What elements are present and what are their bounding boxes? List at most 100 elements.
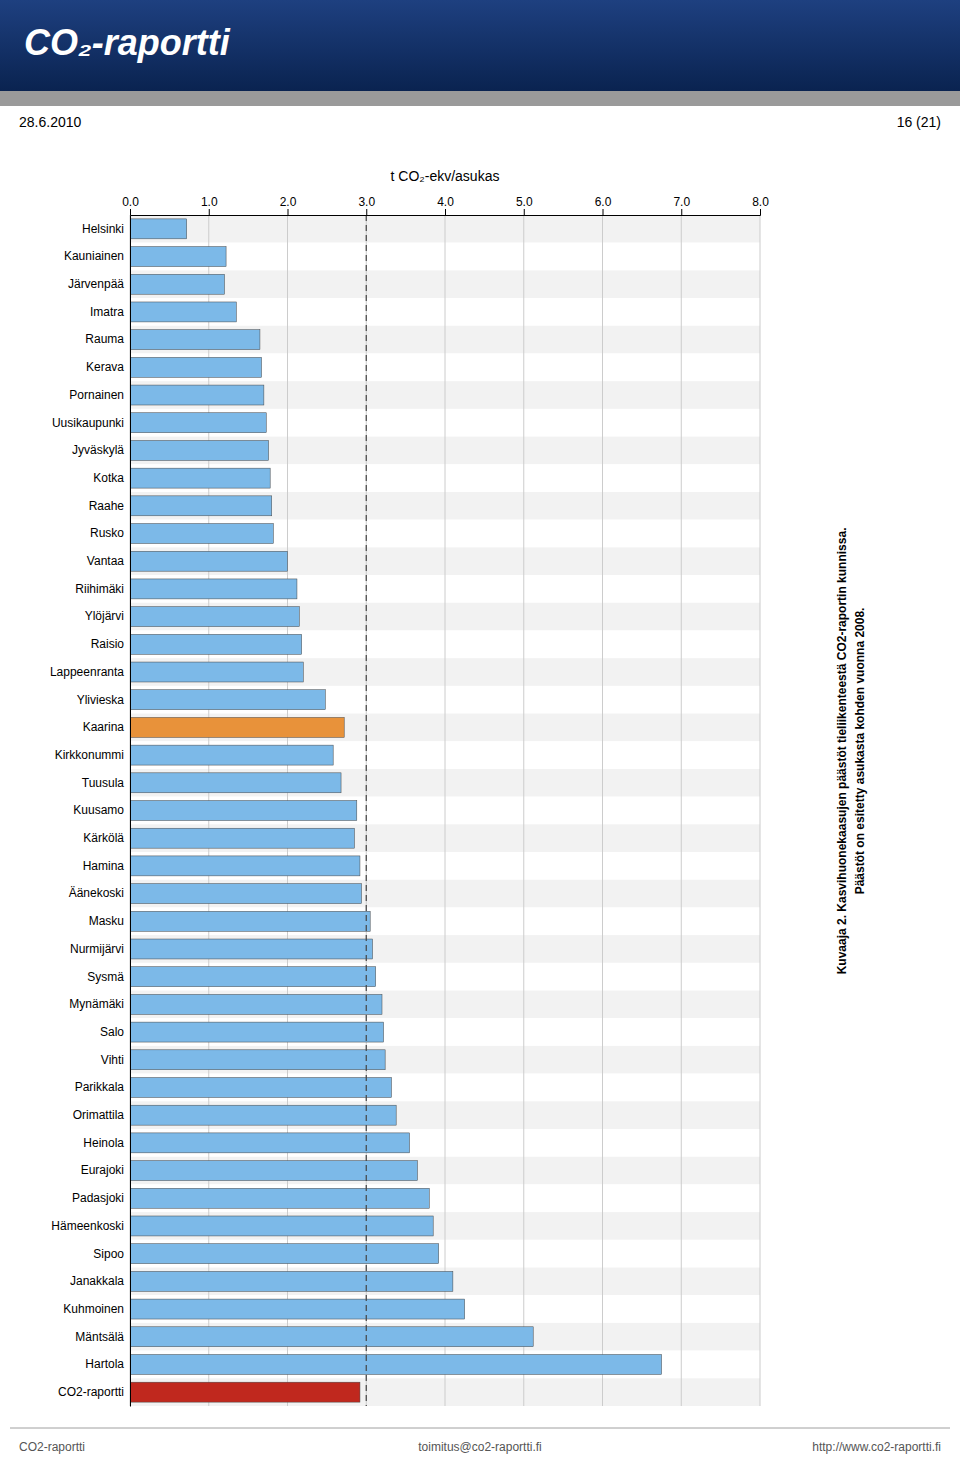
- y-tick-label: Nurmijärvi: [70, 942, 124, 956]
- y-tick: Nurmijärvi: [70, 942, 130, 956]
- reference-line: [366, 215, 367, 1406]
- y-tick: Orimattila: [73, 1108, 130, 1122]
- y-tick: Vihti: [101, 1053, 130, 1067]
- bar: [130, 1271, 453, 1291]
- date-text: 28.6.2010: [19, 114, 81, 130]
- grid-line: [366, 215, 367, 1406]
- x-tick-mark: [603, 209, 604, 215]
- bar: [130, 413, 266, 433]
- y-tick-label: Ylöjärvi: [85, 609, 124, 623]
- bar: [130, 1244, 439, 1264]
- y-tick-label: Jyväskylä: [72, 443, 124, 457]
- y-tick: Tuusula: [82, 776, 130, 790]
- y-tick-label: Vihti: [101, 1053, 124, 1067]
- footer-right: http://www.co2-raportti.fi: [812, 1440, 941, 1454]
- x-tick-label: 5.0: [516, 195, 533, 209]
- bar: [130, 330, 260, 350]
- bar: [130, 440, 269, 460]
- bar: [130, 1078, 391, 1098]
- row-band: [130, 1351, 760, 1379]
- plot: 0.01.02.03.04.05.06.07.08.0t CO₂-ekv/asu…: [50, 168, 769, 1407]
- footer-center: toimitus@co2-raportti.fi: [418, 1440, 542, 1454]
- bar: [130, 274, 225, 294]
- bar: [130, 219, 187, 239]
- bar: [130, 1299, 465, 1319]
- y-tick: Raisio: [91, 637, 130, 651]
- row-band: [130, 1295, 760, 1323]
- y-tick-label: Eurajoki: [81, 1163, 124, 1177]
- y-tick: Riihimäki: [75, 582, 130, 596]
- bar: [130, 302, 236, 322]
- caption: Kuvaaja 2. Kasvihuonekaasujen päästöt ti…: [835, 528, 867, 975]
- y-tick: Vantaa: [87, 554, 130, 568]
- bar: [130, 385, 264, 405]
- x-axis: 0.01.02.03.04.05.06.07.08.0: [122, 195, 769, 216]
- y-tick: Kerava: [86, 360, 130, 374]
- y-tick-label: Kärkölä: [83, 831, 124, 845]
- bar: [130, 1133, 410, 1153]
- x-tick-mark: [130, 209, 131, 215]
- header-band: [0, 0, 960, 91]
- y-tick: Parikkala: [75, 1080, 130, 1094]
- y-tick-label: Heinola: [83, 1136, 124, 1150]
- x-tick-mark: [209, 209, 210, 215]
- x-tick: 3.0: [358, 195, 375, 215]
- y-tick: Masku: [89, 914, 130, 928]
- y-tick: Kuhmoinen: [63, 1302, 130, 1316]
- y-tick-label: Järvenpää: [68, 277, 124, 291]
- y-tick: Hartola: [85, 1357, 130, 1371]
- grid-line: [760, 215, 761, 1406]
- bar: [130, 801, 357, 821]
- bar: [130, 773, 341, 793]
- y-tick-label: Pornainen: [69, 388, 124, 402]
- y-tick: CO2-raportti: [58, 1385, 130, 1399]
- row-bands: [130, 215, 760, 1406]
- y-tick-label: Padasjoki: [72, 1191, 124, 1205]
- grid-line: [602, 215, 603, 1406]
- bar: [130, 357, 262, 377]
- bar: [130, 1188, 429, 1208]
- y-tick-label: Lappeenranta: [50, 665, 124, 679]
- grid-line: [523, 215, 524, 1406]
- bar: [130, 717, 344, 737]
- grid-line: [130, 215, 131, 1406]
- y-tick-label: Imatra: [90, 305, 124, 319]
- y-tick: Äänekoski: [69, 886, 130, 900]
- y-tick-label: Sysmä: [87, 970, 124, 984]
- bar: [130, 1161, 417, 1181]
- x-tick: 2.0: [280, 195, 297, 215]
- x-tick-mark: [524, 209, 525, 215]
- axis-line: [130, 216, 131, 1407]
- y-tick: Kirkkonummi: [55, 748, 130, 762]
- bar: [130, 1327, 533, 1347]
- bar: [130, 994, 382, 1014]
- y-tick-label: Äänekoski: [69, 886, 124, 900]
- y-tick: Hamina: [83, 859, 130, 873]
- x-tick-label: 6.0: [595, 195, 612, 209]
- x-tick: 8.0: [752, 195, 769, 215]
- y-tick: Rusko: [90, 526, 130, 540]
- caption-line: Kuvaaja 2. Kasvihuonekaasujen päästöt ti…: [835, 528, 849, 975]
- y-tick-label: Sipoo: [93, 1247, 124, 1261]
- page: CO₂-raportti28.6.201016 (21)CO2-raportti…: [0, 0, 960, 1464]
- y-tick-label: Janakkala: [70, 1274, 124, 1288]
- grid: [130, 215, 760, 1406]
- bar: [130, 828, 354, 848]
- y-tick-label: Riihimäki: [75, 582, 124, 596]
- y-tick-label: Kotka: [93, 471, 124, 485]
- x-tick-mark: [760, 209, 761, 215]
- x-tick: 1.0: [201, 195, 218, 215]
- y-tick-label: Parikkala: [75, 1080, 125, 1094]
- y-tick: Kotka: [93, 471, 130, 485]
- y-tick-label: Uusikaupunki: [52, 416, 124, 430]
- bars: [130, 215, 662, 1406]
- y-tick-label: Rusko: [90, 526, 124, 540]
- grid-line: [445, 215, 446, 1406]
- bar: [130, 690, 325, 710]
- y-tick: Mynämäki: [69, 997, 130, 1011]
- y-tick: Sipoo: [93, 1247, 130, 1261]
- y-tick-label: CO2-raportti: [58, 1385, 124, 1399]
- axis-line: [131, 209, 761, 216]
- y-tick-label: Kuusamo: [73, 803, 124, 817]
- y-tick-label: Hämeenkoski: [51, 1219, 124, 1233]
